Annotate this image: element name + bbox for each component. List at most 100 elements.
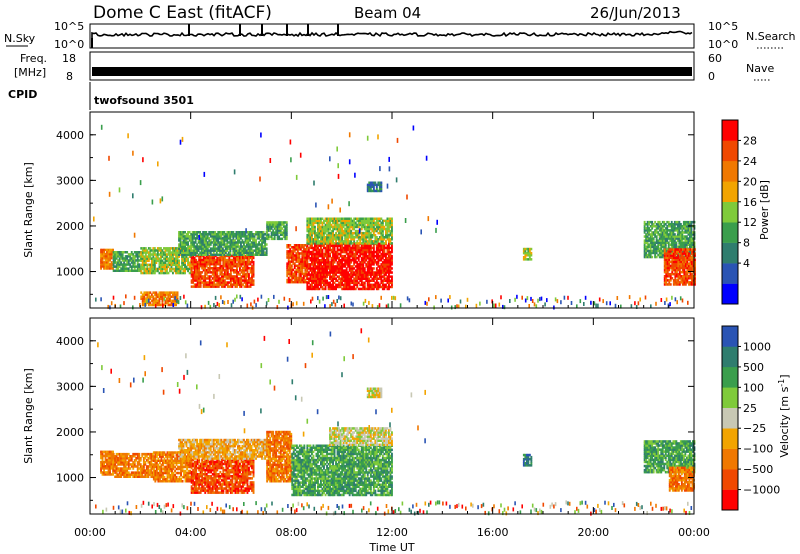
heatmap-cell <box>201 264 204 268</box>
heatmap-cell <box>240 275 243 278</box>
heatmap-cell <box>153 269 156 273</box>
heatmap-cell <box>232 251 235 254</box>
heatmap-cell <box>223 273 226 276</box>
heatmap-cell <box>164 267 167 271</box>
heatmap-cell <box>126 251 129 254</box>
heatmap-cell <box>198 260 201 264</box>
heatmap-cell <box>226 245 229 248</box>
heatmap-cell <box>155 255 158 258</box>
heatmap-cell <box>218 231 221 234</box>
heatmap-cell <box>164 255 167 258</box>
heatmap-cell <box>219 277 222 280</box>
heatmap-cell <box>251 269 253 272</box>
heatmap-cell <box>100 248 102 252</box>
heatmap-cell <box>249 256 252 260</box>
heatmap-cell <box>106 248 108 252</box>
heatmap-cell <box>228 267 231 270</box>
heatmap-cell <box>217 235 220 238</box>
heatmap-cell <box>138 265 141 268</box>
heatmap-cell <box>179 267 182 271</box>
heatmap-cell <box>209 239 212 242</box>
heatmap-cell <box>114 259 117 262</box>
heatmap-cell <box>185 237 188 240</box>
heatmap-cell <box>175 259 177 262</box>
heatmap-cell <box>169 249 171 252</box>
heatmap-cell <box>133 255 136 258</box>
heatmap-cell <box>201 281 204 284</box>
heatmap-cell <box>141 259 144 262</box>
heatmap-cell <box>214 264 217 268</box>
heatmap-cell <box>179 265 182 269</box>
heatmap-cell <box>190 260 193 264</box>
nsky-tick-top: 10^5 <box>54 20 84 33</box>
heatmap-cell <box>179 241 182 244</box>
heatmap-cell <box>103 267 105 270</box>
heatmap-cell <box>153 247 156 250</box>
heatmap-cell <box>237 283 240 286</box>
heatmap-cell <box>150 269 153 273</box>
heatmap-cell <box>115 263 118 266</box>
heatmap-cell <box>210 285 213 288</box>
heatmap-cell <box>187 233 189 236</box>
heatmap-cell <box>246 279 249 282</box>
heatmap-cell <box>184 237 186 240</box>
heatmap-cell <box>232 245 235 248</box>
heatmap-cell <box>202 264 205 268</box>
heatmap-cell <box>208 285 211 288</box>
heatmap-cell <box>149 263 152 267</box>
heatmap-cell <box>166 255 168 258</box>
heatmap-cell <box>175 249 177 252</box>
heatmap-cell <box>130 253 133 256</box>
heatmap-cell <box>123 251 126 254</box>
freq-tick-top: 18 <box>62 52 76 65</box>
heatmap-cell <box>152 255 155 258</box>
heatmap-cell <box>217 249 220 252</box>
heatmap-cell <box>223 235 226 238</box>
heatmap-cell <box>207 283 210 286</box>
heatmap-cell <box>124 269 127 272</box>
heatmap-cell <box>181 247 183 250</box>
heatmap-cell <box>190 237 193 240</box>
heatmap-cell <box>232 275 235 278</box>
heatmap-cell <box>109 252 111 256</box>
heatmap-cell <box>208 251 211 254</box>
heatmap-cell <box>209 253 212 256</box>
heatmap-cell <box>200 251 203 254</box>
heatmap-cell <box>229 237 232 240</box>
heatmap-cell <box>127 269 130 272</box>
heatmap-cell <box>181 231 183 234</box>
heatmap-cell <box>239 260 241 264</box>
heatmap-cell <box>196 269 199 272</box>
heatmap-cell <box>178 231 180 234</box>
heatmap-cell <box>101 263 104 266</box>
heatmap-cell <box>232 233 235 236</box>
heatmap-cell <box>101 254 104 258</box>
heatmap-cell <box>205 271 208 274</box>
heatmap-cell <box>203 249 206 252</box>
heatmap-cell <box>100 250 102 254</box>
heatmap-cell <box>226 247 229 250</box>
nave-tick-top: 60 <box>708 52 722 65</box>
heatmap-cell <box>129 265 132 268</box>
heatmap-cell <box>110 301 113 306</box>
heatmap-cell <box>197 249 200 252</box>
heatmap-cell <box>208 258 211 262</box>
heatmap-cell <box>251 279 253 282</box>
heatmap-cell <box>223 271 226 274</box>
heatmap-cell <box>121 267 124 270</box>
heatmap-cell <box>217 253 220 256</box>
heatmap-cell <box>172 257 174 260</box>
heatmap-cell <box>188 253 191 256</box>
heatmap-cell <box>144 263 147 267</box>
heatmap-cell <box>211 241 214 244</box>
heatmap-cell <box>228 258 231 262</box>
heatmap-cell <box>117 261 120 264</box>
heatmap-cell <box>129 269 132 272</box>
heatmap-cell <box>164 259 167 262</box>
heatmap-cell <box>223 237 226 240</box>
heatmap-cell <box>227 241 230 244</box>
heatmap-cell <box>229 253 232 256</box>
heatmap-cell <box>202 245 205 248</box>
heatmap-cell <box>220 267 223 270</box>
heatmap-cell <box>202 258 205 262</box>
